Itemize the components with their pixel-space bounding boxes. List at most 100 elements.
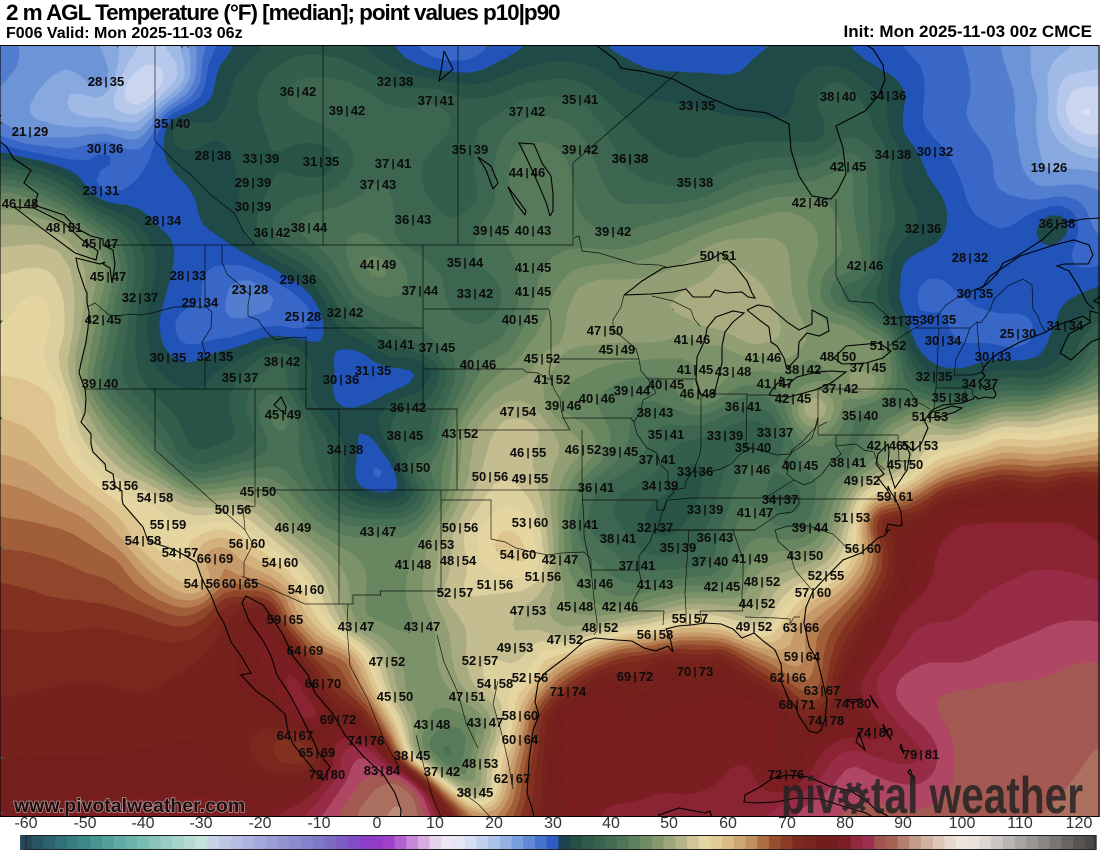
svg-text:49|52: 49 | 52 xyxy=(844,473,880,488)
svg-text:29|34: 29 | 34 xyxy=(182,295,219,310)
svg-text:42|46: 42 | 46 xyxy=(792,195,828,210)
svg-text:34|39: 34 | 39 xyxy=(642,478,678,493)
svg-text:43|50: 43 | 50 xyxy=(787,548,823,563)
svg-text:35|40: 35 | 40 xyxy=(154,116,190,131)
svg-text:37|40: 37 | 40 xyxy=(692,554,728,569)
svg-text:32|36: 32 | 36 xyxy=(905,221,941,236)
svg-text:44|52: 44 | 52 xyxy=(739,596,775,611)
svg-text:33|39: 33 | 39 xyxy=(707,428,743,443)
svg-text:37|42: 37 | 42 xyxy=(509,104,545,119)
svg-text:37|41: 37 | 41 xyxy=(418,93,454,108)
svg-text:42|47: 42 | 47 xyxy=(542,552,578,567)
svg-text:23|31: 23 | 31 xyxy=(83,183,119,198)
svg-text:32|42: 32 | 42 xyxy=(327,305,363,320)
svg-text:33|39: 33 | 39 xyxy=(243,151,279,166)
svg-text:50|51: 50 | 51 xyxy=(700,248,736,263)
svg-text:46|49: 46 | 49 xyxy=(275,520,311,535)
svg-text:31|35: 31 | 35 xyxy=(883,313,919,328)
svg-text:38|45: 38 | 45 xyxy=(387,428,423,443)
svg-text:42|46: 42 | 46 xyxy=(867,438,903,453)
svg-text:35|44: 35 | 44 xyxy=(447,255,484,270)
svg-text:41|43: 41 | 43 xyxy=(637,577,673,592)
svg-text:34|37: 34 | 37 xyxy=(962,376,998,391)
svg-text:30|35: 30 | 35 xyxy=(150,350,186,365)
svg-text:21|29: 21 | 29 xyxy=(12,124,48,139)
svg-text:35|37: 35 | 37 xyxy=(222,370,258,385)
svg-text:34|38: 34 | 38 xyxy=(875,147,911,162)
svg-text:37|42: 37 | 42 xyxy=(424,764,460,779)
svg-text:51|53: 51 | 53 xyxy=(912,409,948,424)
svg-text:38|43: 38 | 43 xyxy=(637,405,673,420)
svg-text:54|60: 54 | 60 xyxy=(500,547,536,562)
svg-text:39|45: 39 | 45 xyxy=(473,223,509,238)
svg-text:40|45: 40 | 45 xyxy=(502,312,538,327)
svg-text:28|33: 28 | 33 xyxy=(170,268,206,283)
svg-text:30|32: 30 | 32 xyxy=(917,144,953,159)
svg-text:74|76: 74 | 76 xyxy=(348,733,384,748)
svg-text:48|54: 48 | 54 xyxy=(440,553,477,568)
svg-text:38|43: 38 | 43 xyxy=(882,395,918,410)
svg-text:54|60: 54 | 60 xyxy=(262,555,298,570)
svg-text:46|49: 46 | 49 xyxy=(680,386,716,401)
svg-text:45|52: 45 | 52 xyxy=(524,351,560,366)
svg-text:38|41: 38 | 41 xyxy=(600,531,636,546)
svg-text:53|56: 53 | 56 xyxy=(102,478,138,493)
svg-text:46|53: 46 | 53 xyxy=(418,537,454,552)
svg-text:54|58: 54 | 58 xyxy=(137,490,173,505)
svg-text:39|40: 39 | 40 xyxy=(82,376,118,391)
svg-text:66|70: 66 | 70 xyxy=(305,676,341,691)
svg-text:37|45: 37 | 45 xyxy=(419,340,455,355)
svg-text:52|57: 52 | 57 xyxy=(437,585,473,600)
svg-text:42|45: 42 | 45 xyxy=(85,312,121,327)
svg-text:74|80: 74 | 80 xyxy=(857,725,893,740)
svg-text:36|42: 36 | 42 xyxy=(390,400,426,415)
svg-text:42|45: 42 | 45 xyxy=(830,159,866,174)
svg-text:83|84: 83 | 84 xyxy=(364,763,401,778)
svg-text:38|41: 38 | 41 xyxy=(830,455,866,470)
svg-text:35|41: 35 | 41 xyxy=(562,92,598,107)
svg-text:23|28: 23 | 28 xyxy=(232,282,268,297)
svg-text:64|69: 64 | 69 xyxy=(287,643,323,658)
svg-text:34|37: 34 | 37 xyxy=(762,492,798,507)
svg-text:60|64: 60 | 64 xyxy=(502,732,539,747)
svg-text:43|48: 43 | 48 xyxy=(715,364,751,379)
svg-text:30|34: 30 | 34 xyxy=(925,333,962,348)
svg-text:28|35: 28 | 35 xyxy=(88,74,124,89)
svg-text:29|36: 29 | 36 xyxy=(280,272,316,287)
svg-text:74|80: 74 | 80 xyxy=(835,696,871,711)
svg-text:34|41: 34 | 41 xyxy=(378,337,414,352)
svg-text:50|56: 50 | 56 xyxy=(442,520,478,535)
svg-text:45|48: 45 | 48 xyxy=(557,599,593,614)
svg-text:42|46: 42 | 46 xyxy=(847,258,883,273)
svg-text:32|37: 32 | 37 xyxy=(637,520,673,535)
svg-text:36|38: 36 | 38 xyxy=(612,151,648,166)
svg-text:35|41: 35 | 41 xyxy=(648,427,684,442)
svg-text:45|50: 45 | 50 xyxy=(240,484,276,499)
svg-text:65|69: 65 | 69 xyxy=(299,745,335,760)
svg-text:56|58: 56 | 58 xyxy=(637,627,673,642)
svg-text:64|67: 64 | 67 xyxy=(277,728,313,743)
svg-text:37|44: 37 | 44 xyxy=(402,283,439,298)
svg-text:79|81: 79 | 81 xyxy=(903,747,939,762)
svg-text:60|65: 60 | 65 xyxy=(222,576,258,591)
svg-text:35|40: 35 | 40 xyxy=(842,408,878,423)
svg-text:56|60: 56 | 60 xyxy=(845,541,881,556)
svg-text:31|35: 31 | 35 xyxy=(355,363,391,378)
svg-text:38|42: 38 | 42 xyxy=(264,354,300,369)
svg-text:43|47: 43 | 47 xyxy=(467,715,503,730)
svg-text:41|45: 41 | 45 xyxy=(515,260,551,275)
svg-text:37|42: 37 | 42 xyxy=(822,381,858,396)
svg-text:38|41: 38 | 41 xyxy=(562,517,598,532)
svg-text:42|46: 42 | 46 xyxy=(602,599,638,614)
svg-text:54|57: 54 | 57 xyxy=(162,545,198,560)
svg-text:71|74: 71 | 74 xyxy=(550,684,587,699)
svg-text:48|52: 48 | 52 xyxy=(744,574,780,589)
svg-text:38|44: 38 | 44 xyxy=(291,220,328,235)
svg-text:37|45: 37 | 45 xyxy=(850,360,886,375)
svg-text:51|52: 51 | 52 xyxy=(870,338,906,353)
svg-text:36|42: 36 | 42 xyxy=(280,84,316,99)
svg-text:59|65: 59 | 65 xyxy=(267,612,303,627)
svg-text:40|45: 40 | 45 xyxy=(782,458,818,473)
svg-text:51|56: 51 | 56 xyxy=(477,577,513,592)
svg-text:www.pivotalweather.com: www.pivotalweather.com xyxy=(13,795,245,817)
